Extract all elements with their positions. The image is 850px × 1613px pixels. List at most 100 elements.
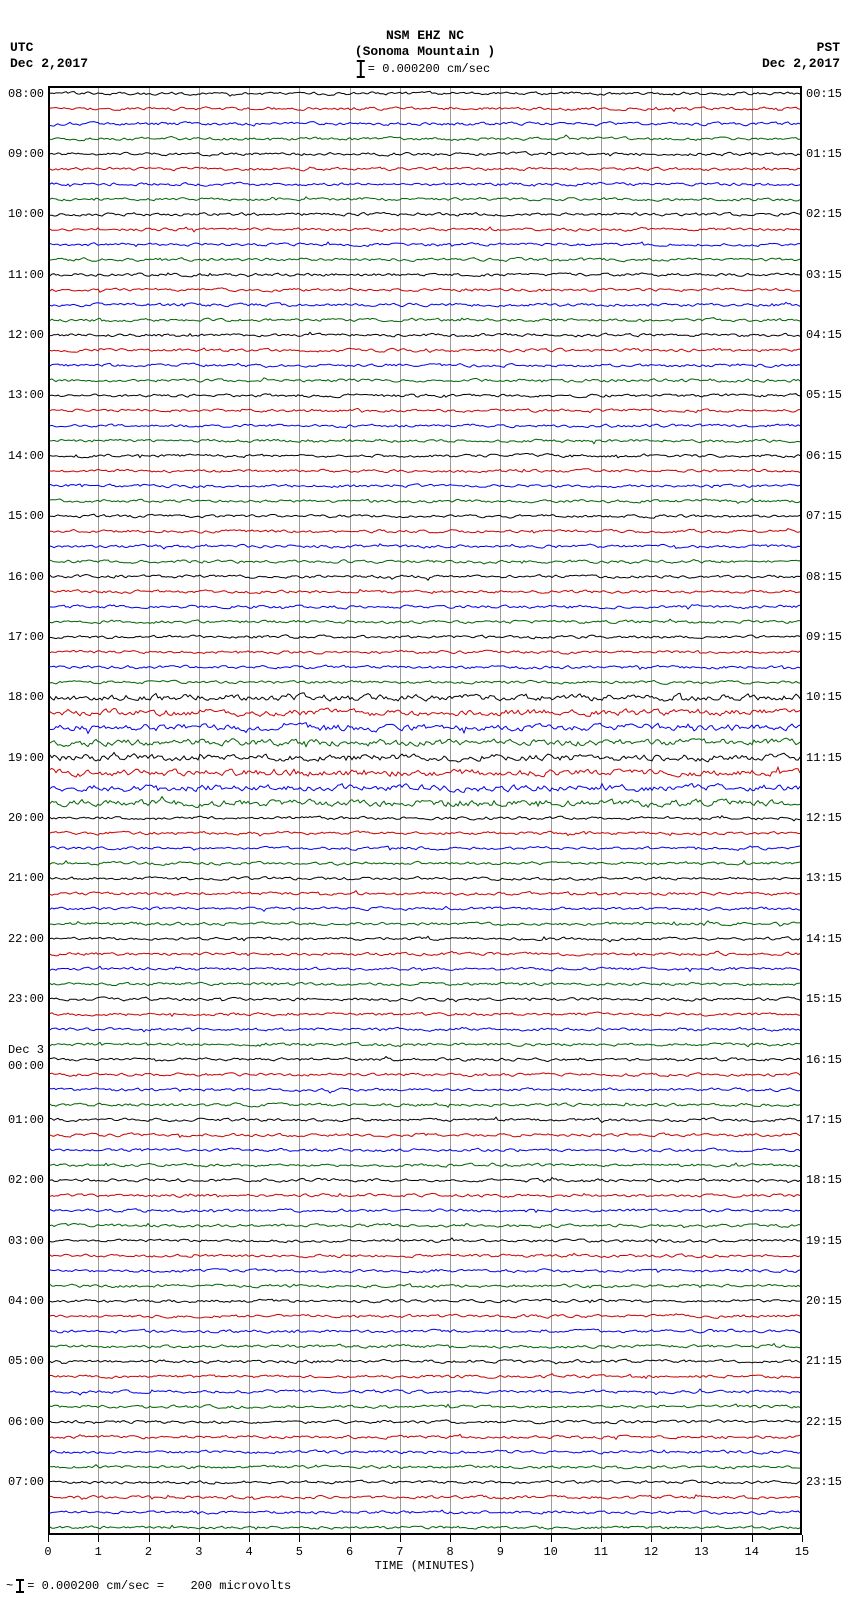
seismic-trace (48, 348, 802, 352)
seismic-trace (48, 152, 802, 157)
left-hour-label: 04:00 (8, 1294, 48, 1308)
right-hour-label: 11:15 (802, 751, 842, 765)
seismic-trace (48, 1434, 802, 1439)
seismic-trace (48, 738, 802, 746)
seismic-trace (48, 784, 802, 793)
seismic-trace (48, 753, 802, 763)
xtick-mark (98, 1535, 99, 1542)
seismic-trace (48, 921, 802, 926)
left-timezone: UTC (10, 40, 33, 55)
seismic-trace (48, 1404, 802, 1409)
seismic-trace (48, 1042, 802, 1046)
left-hour-label: 15:00 (8, 509, 48, 523)
xtick-mark (299, 1535, 300, 1542)
right-hour-label: 03:15 (802, 268, 842, 282)
seismic-trace (48, 966, 802, 971)
seismic-trace (48, 469, 802, 473)
scale-tick-icon (360, 60, 362, 78)
seismogram-plot: 0123456789101112131415 TIME (MINUTES) 08… (48, 86, 802, 1535)
seismic-trace (48, 439, 802, 444)
seismic-trace (48, 484, 802, 488)
seismic-trace (48, 1253, 802, 1257)
seismic-trace (48, 816, 802, 821)
seismic-trace (48, 1012, 802, 1016)
xaxis-title: TIME (MINUTES) (375, 1559, 476, 1573)
left-hour-label: 01:00 (8, 1113, 48, 1127)
seismic-trace (48, 1329, 802, 1333)
xtick-label: 3 (195, 1545, 202, 1559)
xtick-label: 14 (745, 1545, 759, 1559)
xtick-mark (752, 1535, 753, 1542)
seismic-trace (48, 1224, 802, 1228)
seismic-trace (48, 1495, 802, 1499)
left-hour-label: 03:00 (8, 1234, 48, 1248)
right-hour-label: 17:15 (802, 1113, 842, 1127)
seismic-trace (48, 394, 802, 398)
station-code: NSM EHZ NC (386, 28, 464, 43)
seismic-trace (48, 1374, 802, 1379)
seismic-trace (48, 288, 802, 292)
seismic-trace (48, 332, 802, 337)
seismic-trace (48, 1344, 802, 1349)
xtick-mark (802, 1535, 803, 1542)
seismic-trace (48, 318, 802, 322)
left-hour-label: 08:00 (8, 87, 48, 101)
seismic-trace (48, 514, 802, 518)
right-hour-label: 22:15 (802, 1415, 842, 1429)
left-hour-label: 02:00 (8, 1173, 48, 1187)
seismic-trace (48, 1117, 802, 1122)
seismic-trace (48, 1389, 802, 1395)
xtick-mark (249, 1535, 250, 1542)
right-hour-label: 13:15 (802, 871, 842, 885)
right-hour-label: 10:15 (802, 690, 842, 704)
seismic-trace (48, 936, 802, 942)
station-name: (Sonoma Mountain ) (355, 44, 495, 59)
seismic-trace (48, 182, 802, 186)
seismic-trace (48, 846, 802, 850)
seismic-trace (48, 982, 802, 986)
seismic-trace (48, 831, 802, 836)
seismic-trace (48, 665, 802, 669)
seismic-trace (48, 1510, 802, 1514)
seismic-trace (48, 212, 802, 216)
right-hour-label: 16:15 (802, 1053, 842, 1067)
left-hour-label: 17:00 (8, 630, 48, 644)
right-hour-label: 00:15 (802, 87, 842, 101)
seismic-trace (48, 1148, 802, 1152)
seismic-trace (48, 107, 802, 112)
seismic-trace (48, 363, 802, 367)
xtick-mark (400, 1535, 401, 1542)
seismic-trace (48, 1465, 802, 1469)
seismic-trace (48, 590, 802, 594)
right-hour-label: 18:15 (802, 1173, 842, 1187)
seismic-trace (48, 1178, 802, 1183)
left-hour-label: 22:00 (8, 932, 48, 946)
left-hour-label: 12:00 (8, 328, 48, 342)
seismic-trace (48, 257, 802, 261)
seismic-trace (48, 1163, 802, 1167)
footer-scale: ~ = 0.000200 cm/sec = 200 microvolts (6, 1579, 291, 1593)
left-hour-label: 14:00 (8, 449, 48, 463)
seismic-trace (48, 454, 802, 458)
left-hour-label: 19:00 (8, 751, 48, 765)
seismic-trace (48, 378, 802, 382)
seismic-trace (48, 1314, 802, 1318)
seismic-trace (48, 1027, 802, 1032)
left-hour-label: 09:00 (8, 147, 48, 161)
seismic-trace (48, 635, 802, 639)
traces-container (48, 86, 802, 1535)
xtick-mark (149, 1535, 150, 1542)
xtick-label: 15 (795, 1545, 809, 1559)
header-scale-bar: = 0.000200 cm/sec (360, 60, 490, 78)
seismic-trace (48, 619, 802, 623)
right-date: Dec 2,2017 (762, 56, 840, 71)
xtick-label: 11 (594, 1545, 608, 1559)
left-hour-label: 06:00 (8, 1415, 48, 1429)
seismic-trace (48, 891, 802, 896)
seismic-trace (48, 529, 802, 533)
footer-text-prefix: = 0.000200 cm/sec = (27, 1579, 164, 1593)
xtick-mark (651, 1535, 652, 1542)
xtick-mark (601, 1535, 602, 1542)
seismic-trace (48, 575, 802, 581)
right-hour-label: 02:15 (802, 207, 842, 221)
